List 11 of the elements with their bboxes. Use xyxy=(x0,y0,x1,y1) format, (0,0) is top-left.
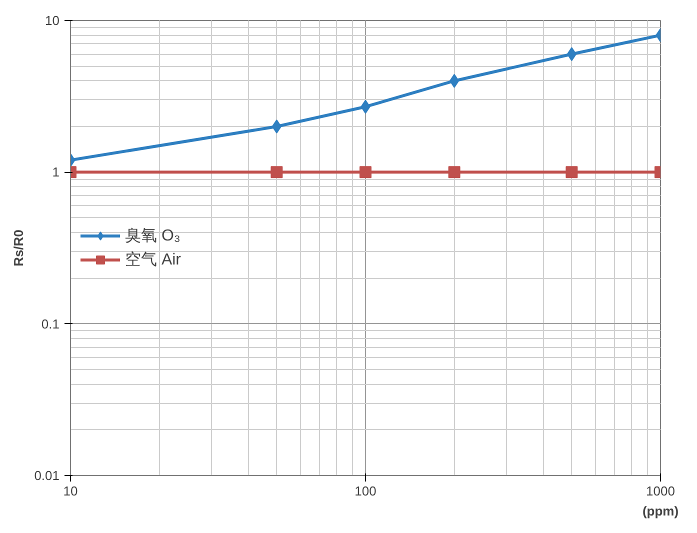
legend-label: 空气 Air xyxy=(125,250,181,270)
y-tick-label: 10 xyxy=(45,13,60,28)
x-tick-label: 1000 xyxy=(646,484,675,498)
y-tick-label: 1 xyxy=(52,164,60,180)
y-tick-label: 0.01 xyxy=(34,468,60,483)
y-axis-title: Rs/R0 xyxy=(11,230,26,266)
x-tick-label: 100 xyxy=(354,484,376,498)
x-tick-label: 10 xyxy=(63,484,78,498)
x-axis-title: (ppm) xyxy=(642,504,679,518)
y-tick-label: 0.1 xyxy=(41,316,60,332)
legend-label: 臭氧 O₃ xyxy=(125,226,180,246)
